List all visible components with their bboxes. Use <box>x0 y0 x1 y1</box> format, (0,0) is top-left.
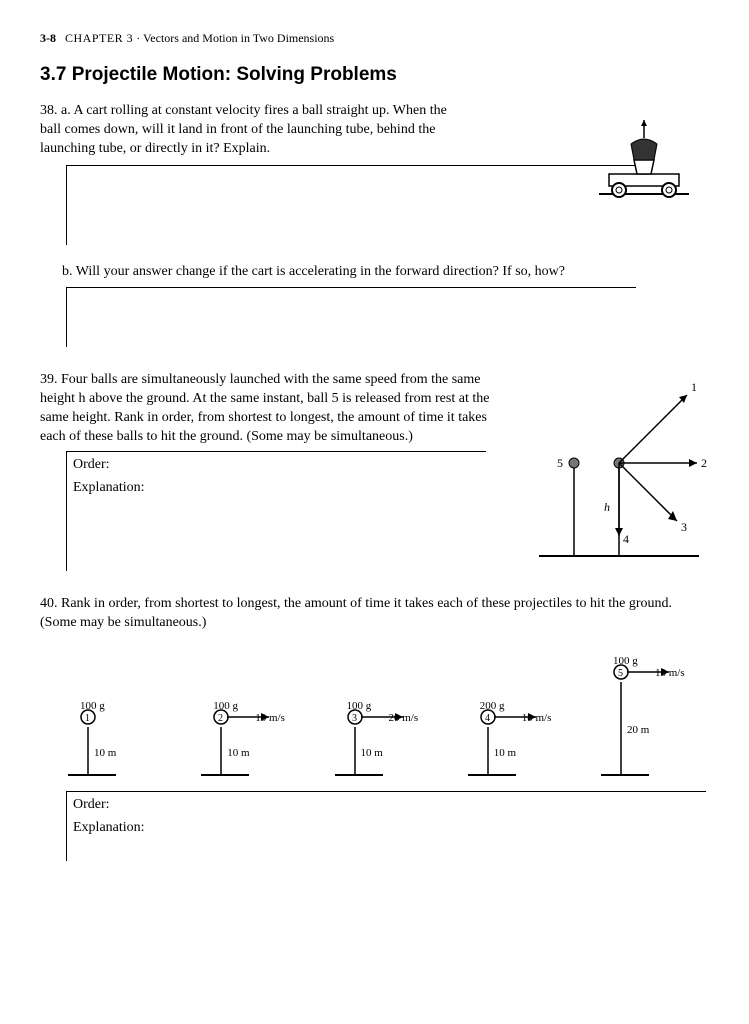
h-label: h <box>604 500 610 514</box>
subpart-label: b. <box>62 264 73 279</box>
projectiles-row: 100 g 1 10 m 100 g 10 m/s 2 10 m 100 g 2… <box>66 647 709 777</box>
section-title: 3.7 Projectile Motion: Solving Problems <box>40 62 709 88</box>
projectile-item: 100 g 10 m/s 2 10 m <box>199 647 309 777</box>
svg-text:2: 2 <box>218 713 223 724</box>
problem-number: 39. <box>40 372 58 387</box>
problem-text: A cart rolling at constant velocity fire… <box>40 103 447 156</box>
svg-text:1: 1 <box>85 713 90 724</box>
svg-text:4: 4 <box>623 532 629 546</box>
section-name: Projectile Motion: Solving Problems <box>72 64 397 85</box>
problem-38: 38. a. A cart rolling at constant veloci… <box>40 102 709 348</box>
problem-40: 40. Rank in order, from shortest to long… <box>40 595 709 861</box>
projectile-item: 200 g 10 m/s 4 10 m <box>466 647 576 777</box>
svg-text:3: 3 <box>352 713 357 724</box>
svg-text:4: 4 <box>485 713 490 724</box>
problem-number: 40. <box>40 596 58 611</box>
page-header: 3-8 CHAPTER 3 · Vectors and Motion in Tw… <box>40 30 709 46</box>
four-balls-diagram: h 5 1 2 3 4 <box>519 371 709 571</box>
projectile-item: 100 g 20 m/s 3 10 m <box>333 647 443 777</box>
svg-text:5: 5 <box>618 668 623 679</box>
chapter-label: CHAPTER 3 <box>65 31 133 45</box>
projectile-item: 100 g 1 10 m <box>66 647 176 777</box>
section-number: 3.7 <box>40 64 66 85</box>
answer-box <box>66 165 636 245</box>
problem-text: Will your answer change if the cart is a… <box>76 264 565 279</box>
cart-diagram <box>589 102 699 202</box>
svg-text:1: 1 <box>691 380 697 394</box>
problem-text: Four balls are simultaneously launched w… <box>40 372 489 444</box>
page-number: 3-8 <box>40 31 56 45</box>
problem-number: 38. <box>40 103 58 118</box>
chapter-title: Vectors and Motion in Two Dimensions <box>143 31 334 45</box>
answer-box <box>66 287 636 347</box>
order-label: Order: <box>73 456 480 475</box>
explanation-label: Explanation: <box>73 819 700 838</box>
svg-text:5: 5 <box>557 456 563 470</box>
problem-39: 39. Four balls are simultaneously launch… <box>40 371 709 571</box>
subpart-label: a. <box>61 103 71 118</box>
order-label: Order: <box>73 796 700 815</box>
svg-text:2: 2 <box>701 456 707 470</box>
explanation-label: Explanation: <box>73 479 480 498</box>
order-box: Order: Explanation: <box>66 451 486 571</box>
problem-text: Rank in order, from shortest to longest,… <box>40 596 672 630</box>
order-box: Order: Explanation: <box>66 791 706 861</box>
projectile-item: 100 g 10 m/s 5 20 m <box>599 647 709 777</box>
svg-text:3: 3 <box>681 520 687 534</box>
